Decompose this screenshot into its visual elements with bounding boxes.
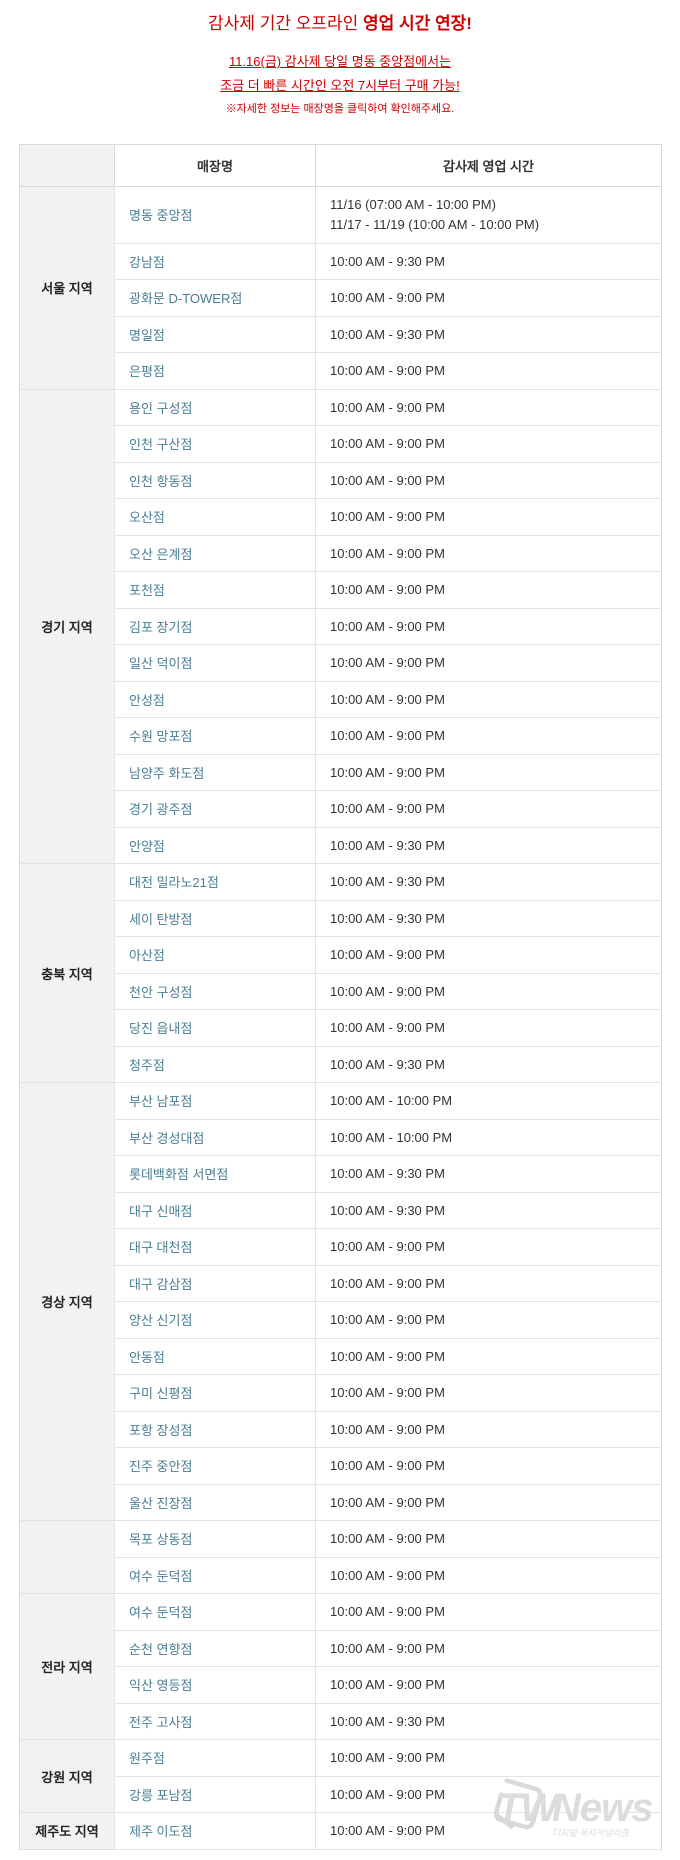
- svg-text:News: News: [552, 1786, 653, 1830]
- svg-text:디지털 독자저널리즘: 디지털 독자저널리즘: [552, 1828, 630, 1838]
